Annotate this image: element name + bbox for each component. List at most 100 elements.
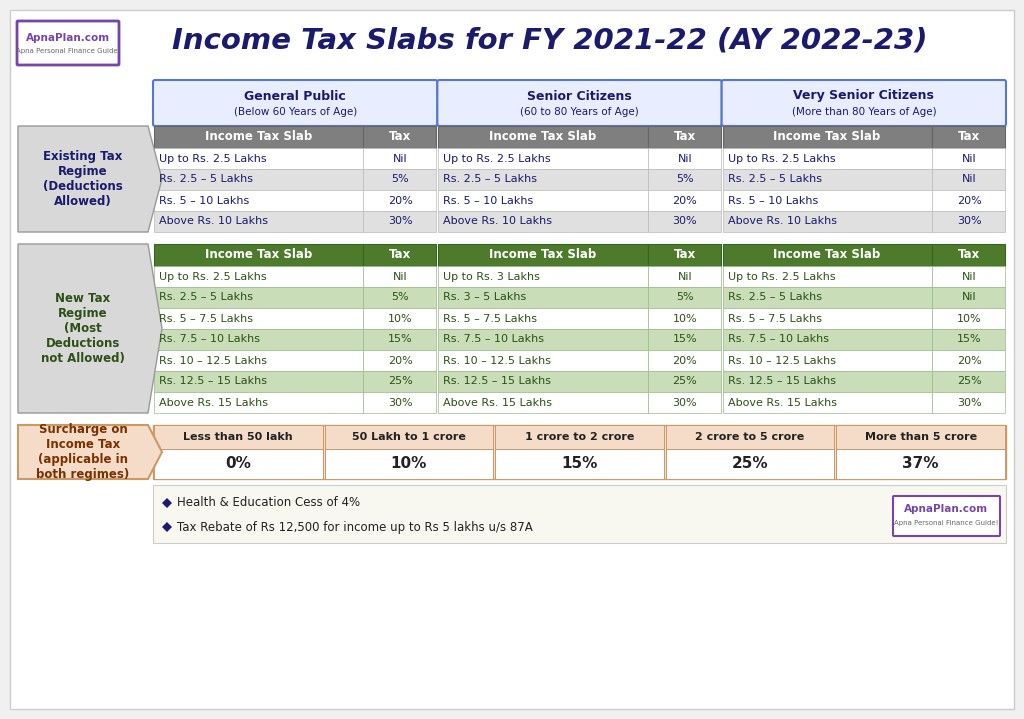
Text: Rs. 2.5 – 5 Lakhs: Rs. 2.5 – 5 Lakhs xyxy=(728,175,821,185)
Text: Income Tax Slab: Income Tax Slab xyxy=(773,249,881,262)
Bar xyxy=(154,425,323,449)
Text: Health & Education Cess of 4%: Health & Education Cess of 4% xyxy=(177,497,360,510)
Text: 30%: 30% xyxy=(956,216,981,226)
Bar xyxy=(364,211,436,232)
Bar xyxy=(932,211,1005,232)
Text: Rs. 3 – 5 Lakhs: Rs. 3 – 5 Lakhs xyxy=(443,293,526,303)
Text: Up to Rs. 2.5 Lakhs: Up to Rs. 2.5 Lakhs xyxy=(443,153,551,163)
Text: 10%: 10% xyxy=(956,313,981,324)
Bar xyxy=(932,190,1005,211)
FancyBboxPatch shape xyxy=(437,80,722,126)
Bar xyxy=(154,371,364,392)
Bar xyxy=(496,425,664,449)
Text: Above Rs. 15 Lakhs: Above Rs. 15 Lakhs xyxy=(159,398,268,408)
Bar xyxy=(154,211,364,232)
Bar xyxy=(364,350,436,371)
Text: Rs. 2.5 – 5 Lakhs: Rs. 2.5 – 5 Lakhs xyxy=(443,175,538,185)
Text: 25%: 25% xyxy=(388,377,413,387)
Bar xyxy=(438,244,648,266)
Bar xyxy=(438,371,648,392)
Bar xyxy=(438,266,648,287)
Bar xyxy=(723,329,932,350)
Bar xyxy=(648,211,721,232)
Text: Tax Rebate of Rs 12,500 for income up to Rs 5 lakhs u/s 87A: Tax Rebate of Rs 12,500 for income up to… xyxy=(177,521,532,533)
Text: Rs. 5 – 7.5 Lakhs: Rs. 5 – 7.5 Lakhs xyxy=(728,313,821,324)
Text: Above Rs. 10 Lakhs: Above Rs. 10 Lakhs xyxy=(728,216,837,226)
Text: Rs. 7.5 – 10 Lakhs: Rs. 7.5 – 10 Lakhs xyxy=(728,334,828,344)
Text: ApnaPlan.com: ApnaPlan.com xyxy=(904,504,988,514)
Bar xyxy=(723,148,932,169)
Bar xyxy=(648,329,721,350)
Text: (60 to 80 Years of Age): (60 to 80 Years of Age) xyxy=(520,107,639,117)
Bar xyxy=(932,308,1005,329)
Text: Above Rs. 15 Lakhs: Above Rs. 15 Lakhs xyxy=(728,398,837,408)
Text: 1 crore to 2 crore: 1 crore to 2 crore xyxy=(525,432,634,442)
Text: Up to Rs. 2.5 Lakhs: Up to Rs. 2.5 Lakhs xyxy=(159,153,266,163)
Bar xyxy=(438,287,648,308)
Text: Tax: Tax xyxy=(957,249,980,262)
Bar xyxy=(932,371,1005,392)
Bar xyxy=(154,244,364,266)
Text: Nil: Nil xyxy=(962,272,976,282)
Text: Above Rs. 10 Lakhs: Above Rs. 10 Lakhs xyxy=(443,216,552,226)
Bar xyxy=(648,169,721,190)
Text: 20%: 20% xyxy=(388,355,413,365)
Polygon shape xyxy=(18,126,162,232)
Text: 30%: 30% xyxy=(388,398,413,408)
Text: 0%: 0% xyxy=(225,457,251,472)
Bar xyxy=(932,392,1005,413)
Bar xyxy=(648,148,721,169)
Text: 15%: 15% xyxy=(561,457,598,472)
Bar xyxy=(723,190,932,211)
Text: Rs. 10 – 12.5 Lakhs: Rs. 10 – 12.5 Lakhs xyxy=(728,355,836,365)
Text: 20%: 20% xyxy=(388,196,413,206)
Text: 25%: 25% xyxy=(956,377,981,387)
Text: 10%: 10% xyxy=(391,457,427,472)
Text: Rs. 12.5 – 15 Lakhs: Rs. 12.5 – 15 Lakhs xyxy=(159,377,267,387)
Text: Nil: Nil xyxy=(678,153,692,163)
Text: Apna Personal Finance Guide!: Apna Personal Finance Guide! xyxy=(894,520,998,526)
Text: Rs. 5 – 10 Lakhs: Rs. 5 – 10 Lakhs xyxy=(443,196,534,206)
Bar xyxy=(438,350,648,371)
Text: Tax: Tax xyxy=(674,249,696,262)
Bar xyxy=(154,266,364,287)
Bar xyxy=(648,266,721,287)
Text: 25%: 25% xyxy=(732,457,768,472)
Bar xyxy=(438,308,648,329)
Bar xyxy=(723,392,932,413)
Text: Income Tax Slab: Income Tax Slab xyxy=(205,131,312,144)
Text: Nil: Nil xyxy=(393,153,408,163)
Text: 37%: 37% xyxy=(902,457,939,472)
Text: Rs. 2.5 – 5 Lakhs: Rs. 2.5 – 5 Lakhs xyxy=(728,293,821,303)
Bar xyxy=(364,190,436,211)
Text: Apna Personal Finance Guide!: Apna Personal Finance Guide! xyxy=(15,48,120,54)
Polygon shape xyxy=(18,244,162,413)
Bar xyxy=(325,449,494,479)
Text: Nil: Nil xyxy=(393,272,408,282)
Text: Tax: Tax xyxy=(957,131,980,144)
Bar xyxy=(438,329,648,350)
Text: Rs. 2.5 – 5 Lakhs: Rs. 2.5 – 5 Lakhs xyxy=(159,293,253,303)
Text: 5%: 5% xyxy=(391,293,410,303)
Text: Above Rs. 10 Lakhs: Above Rs. 10 Lakhs xyxy=(159,216,268,226)
Bar xyxy=(364,148,436,169)
Bar xyxy=(325,425,494,449)
Bar xyxy=(723,266,932,287)
Bar xyxy=(153,425,1006,479)
Text: Less than 50 lakh: Less than 50 lakh xyxy=(183,432,293,442)
Text: 50 Lakh to 1 crore: 50 Lakh to 1 crore xyxy=(352,432,466,442)
Bar xyxy=(932,244,1005,266)
Text: Rs. 5 – 10 Lakhs: Rs. 5 – 10 Lakhs xyxy=(159,196,249,206)
Text: Income Tax Slab: Income Tax Slab xyxy=(773,131,881,144)
Text: Rs. 12.5 – 15 Lakhs: Rs. 12.5 – 15 Lakhs xyxy=(443,377,551,387)
Text: 30%: 30% xyxy=(388,216,413,226)
Bar xyxy=(723,308,932,329)
Text: 30%: 30% xyxy=(956,398,981,408)
Bar xyxy=(648,287,721,308)
Text: 30%: 30% xyxy=(673,398,697,408)
Text: 2 crore to 5 crore: 2 crore to 5 crore xyxy=(695,432,805,442)
Text: ApnaPlan.com: ApnaPlan.com xyxy=(26,33,110,43)
Bar xyxy=(648,190,721,211)
Text: 20%: 20% xyxy=(673,355,697,365)
Bar xyxy=(932,350,1005,371)
